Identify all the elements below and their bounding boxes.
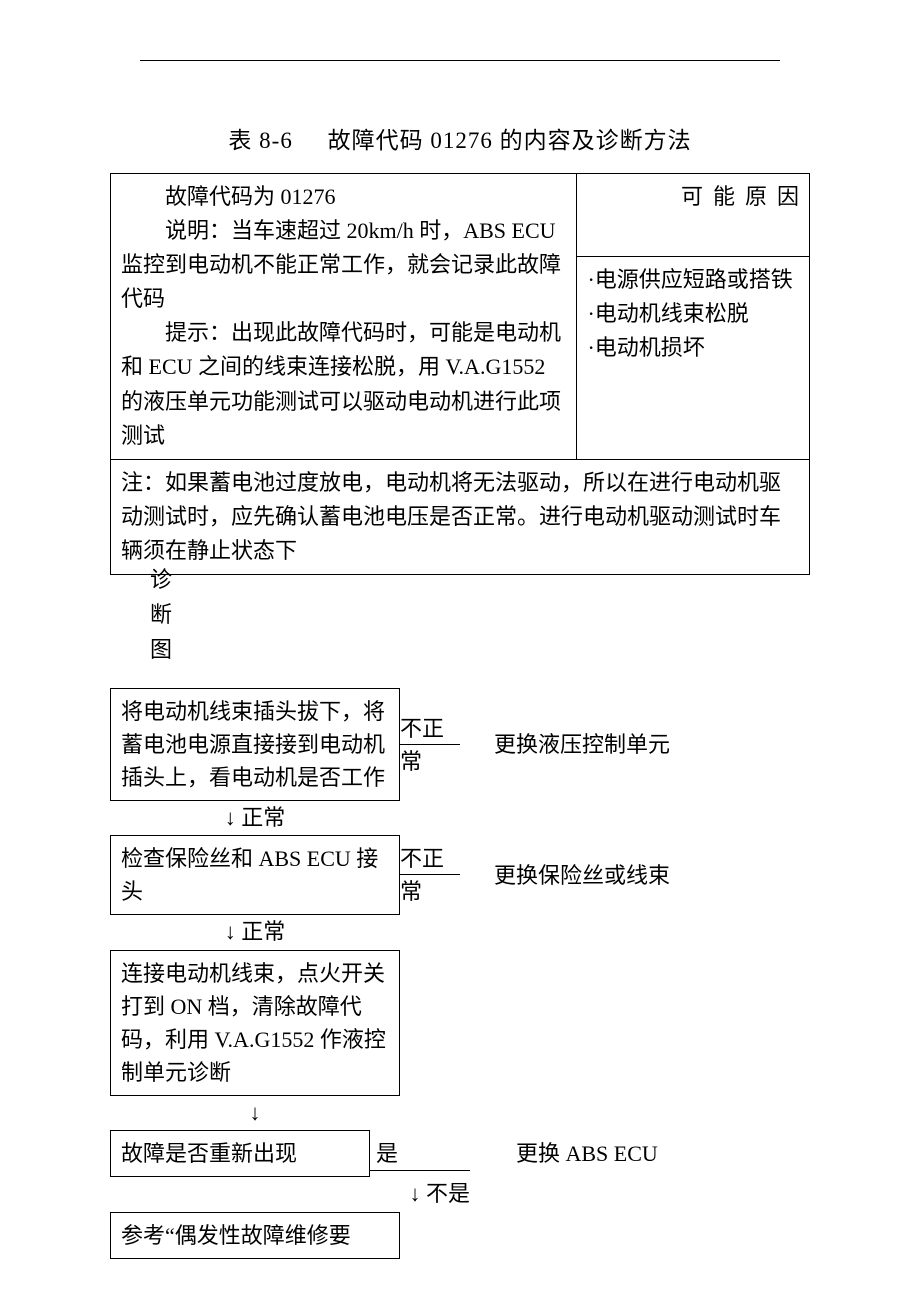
- step2-ok-label: 正常: [241, 919, 285, 944]
- arrow-down-icon: ↓: [409, 1181, 420, 1207]
- step3-down: ↓: [110, 1100, 400, 1126]
- step2-down: ↓ 正常: [110, 919, 400, 945]
- flow-step-1: 将电动机线束插头拔下，将蓄电池电源直接接到电动机插头上，看电动机是否工作 不正 …: [110, 688, 810, 801]
- flowchart: 诊断图 将电动机线束插头拔下，将蓄电池电源直接接到电动机插头上，看电动机是否工作…: [110, 574, 810, 1259]
- fault-hint: 提示：出现此故障代码时，可能是电动机和 ECU 之间的线束连接松脱，用 V.A.…: [121, 316, 566, 452]
- step4-down: ↓ 不是: [110, 1181, 470, 1207]
- step1-box: 将电动机线束插头拔下，将蓄电池电源直接接到电动机插头上，看电动机是否工作: [110, 688, 400, 801]
- flow-section-label: 诊断图: [110, 574, 810, 684]
- fault-note-cell: 注：如果蓄电池过度放电，电动机将无法驱动，所以在进行电动机驱动测试时，应先确认蓄…: [111, 459, 810, 574]
- step1-fail-label: 不正: [400, 716, 444, 741]
- caption-text: 故障代码 01276 的内容及诊断方法: [328, 128, 692, 153]
- fault-desc-cell: 故障代码为 01276 说明：当车速超过 20km/h 时，ABS ECU 监控…: [111, 174, 577, 460]
- cause-text: 电源供应短路或搭铁: [595, 267, 793, 292]
- step4-yes-label: 是: [376, 1137, 426, 1170]
- step4-no-label: 不是: [426, 1181, 470, 1206]
- step1-ok-label: 正常: [241, 805, 285, 830]
- step1-fail-label-2: 常: [400, 749, 422, 774]
- flow-step-3: 连接电动机线束，点火开关打到 ON 档，清除故障代码，利用 V.A.G1552 …: [110, 950, 810, 1096]
- step2-fail-label: 不正: [400, 846, 444, 871]
- table-caption: 表 8-6 故障代码 01276 的内容及诊断方法: [110, 121, 810, 155]
- cause-item: ·电动机线束松脱: [587, 297, 799, 331]
- cause-text: 电动机损坏: [595, 335, 705, 360]
- fault-explain: 说明：当车速超过 20km/h 时，ABS ECU 监控到电动机不能正常工作，就…: [121, 214, 566, 316]
- step5-box: 参考“偶发性故障维修要: [110, 1212, 400, 1259]
- cause-list-cell: ·电源供应短路或搭铁 ·电动机线束松脱 ·电动机损坏: [577, 256, 810, 459]
- arrow-down-icon: ↓: [225, 919, 236, 945]
- arrow-down-icon: ↓: [250, 1100, 261, 1126]
- flow-section-text: 诊断图: [150, 567, 172, 662]
- step2-action: 更换保险丝或线束: [494, 859, 670, 892]
- flow-step-2: 检查保险丝和 ABS ECU 接头 不正 常 更换保险丝或线束: [110, 835, 810, 915]
- cause-item: ·电动机损坏: [587, 331, 799, 365]
- step2-box: 检查保险丝和 ABS ECU 接头: [110, 835, 400, 915]
- arrow-down-icon: ↓: [225, 805, 236, 831]
- fault-code-line: 故障代码为 01276: [121, 180, 566, 214]
- header-rule: [140, 60, 780, 61]
- step1-action: 更换液压控制单元: [494, 728, 670, 761]
- cause-header: 可能原因: [577, 174, 810, 257]
- cause-item: ·电源供应短路或搭铁: [587, 263, 799, 297]
- step4-box: 故障是否重新出现: [110, 1130, 370, 1177]
- step4-action: 更换 ABS ECU: [516, 1137, 658, 1170]
- cause-text: 电动机线束松脱: [595, 301, 749, 326]
- step3-box: 连接电动机线束，点火开关打到 ON 档，清除故障代码，利用 V.A.G1552 …: [110, 950, 400, 1096]
- flow-step-4: 故障是否重新出现 是 更换 ABS ECU: [110, 1130, 810, 1177]
- step2-fail-label-2: 常: [400, 879, 422, 904]
- caption-label: 表 8-6: [228, 128, 292, 153]
- fault-table: 故障代码为 01276 说明：当车速超过 20km/h 时，ABS ECU 监控…: [110, 173, 810, 575]
- flow-step-5: 参考“偶发性故障维修要: [110, 1212, 810, 1259]
- step1-down: ↓ 正常: [110, 805, 400, 831]
